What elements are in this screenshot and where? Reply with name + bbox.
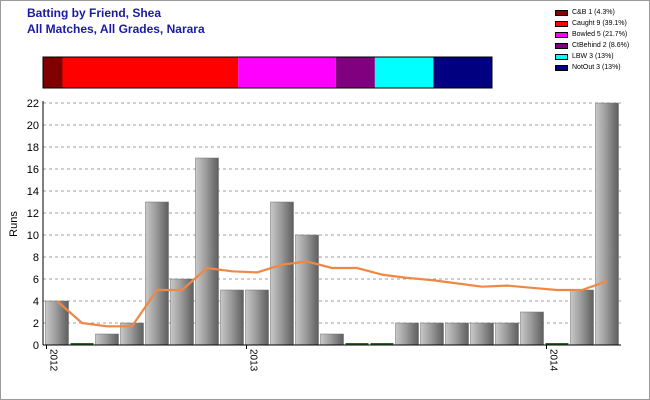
legend-swatch (555, 64, 568, 71)
y-tick-label: 18 (27, 142, 39, 154)
legend-label: C&B 1 (4.3%) (572, 9, 615, 16)
zero-score-marker (345, 343, 369, 345)
y-tick-label: 12 (27, 208, 39, 220)
legend-label: Bowled 5 (21.7%) (572, 31, 628, 38)
bar (470, 322, 494, 346)
legend-item-caught: Caught 9 (39.1%) (555, 18, 629, 29)
y-tick-label: 22 (27, 98, 39, 110)
x-tick-label: 2012 (48, 349, 59, 372)
y-tick-label: 16 (27, 164, 39, 176)
legend-label: LBW 3 (13%) (572, 53, 614, 60)
strip-segment-ctbehind (335, 57, 375, 88)
bars (45, 102, 619, 346)
legend-swatch (555, 9, 568, 16)
strip-border (42, 56, 493, 89)
bar (195, 157, 219, 346)
legend: C&B 1 (4.3%) Caught 9 (39.1%) Bowled 5 (… (555, 7, 629, 73)
y-tick-label: 0 (33, 340, 39, 352)
bar (445, 322, 469, 346)
zero-score-marker (545, 343, 569, 345)
legend-label: NotOut 3 (13%) (572, 64, 621, 71)
bar (320, 333, 344, 346)
bar (220, 289, 244, 346)
y-axis-title: Runs (8, 211, 20, 237)
bar (95, 333, 119, 346)
chart-title: Batting by Friend, Shea (27, 6, 162, 20)
bar (145, 201, 169, 346)
bar (270, 201, 294, 346)
y-tick-label: 4 (33, 296, 39, 308)
x-tick-label: 2013 (248, 349, 259, 372)
y-tick-label: 6 (33, 274, 39, 286)
bar (595, 102, 619, 346)
y-tick-label: 20 (27, 120, 39, 132)
y-tick-label: 10 (27, 230, 39, 242)
bar (295, 234, 319, 346)
y-tick-label: 14 (27, 186, 39, 198)
y-tick-label: 2 (33, 318, 39, 330)
bar (570, 289, 594, 346)
legend-label: CtBehind 2 (8.6%) (572, 42, 630, 49)
strip-segment-caught (62, 57, 239, 88)
dismissal-strip (42, 56, 493, 89)
chart-subtitle: All Matches, All Grades, Narara (27, 22, 205, 36)
strip-segment-lbw (374, 57, 434, 88)
strip-segment-notout (433, 57, 492, 88)
legend-item-notout: NotOut 3 (13%) (555, 62, 629, 73)
legend-item-bowled: Bowled 5 (21.7%) (555, 29, 629, 40)
legend-label: Caught 9 (39.1%) (572, 20, 627, 27)
legend-item-lbw: LBW 3 (13%) (555, 51, 629, 62)
zero-score-marker (370, 343, 394, 345)
gridlines (43, 102, 621, 324)
bar (495, 322, 519, 346)
axes: 0 2 4 6 8 10 12 14 16 18 20 22 Runs 2012 2013 2014 (8, 98, 621, 372)
bar (520, 311, 544, 346)
x-tick-label: 2014 (548, 349, 559, 372)
legend-swatch (555, 20, 568, 27)
zero-score-marker (70, 343, 94, 345)
bar (395, 322, 419, 346)
strip-segment-bowled (238, 57, 336, 88)
legend-swatch (555, 42, 568, 49)
y-tick-label: 8 (33, 252, 39, 264)
legend-swatch (555, 31, 568, 38)
legend-item-cnb: C&B 1 (4.3%) (555, 7, 629, 18)
average-polyline (56, 260, 608, 328)
bar (245, 289, 269, 346)
legend-swatch (555, 53, 568, 60)
average-line (56, 260, 608, 328)
legend-item-ctbehind: CtBehind 2 (8.6%) (555, 40, 629, 51)
bar (420, 322, 444, 346)
strip-segment-cb (43, 57, 63, 88)
